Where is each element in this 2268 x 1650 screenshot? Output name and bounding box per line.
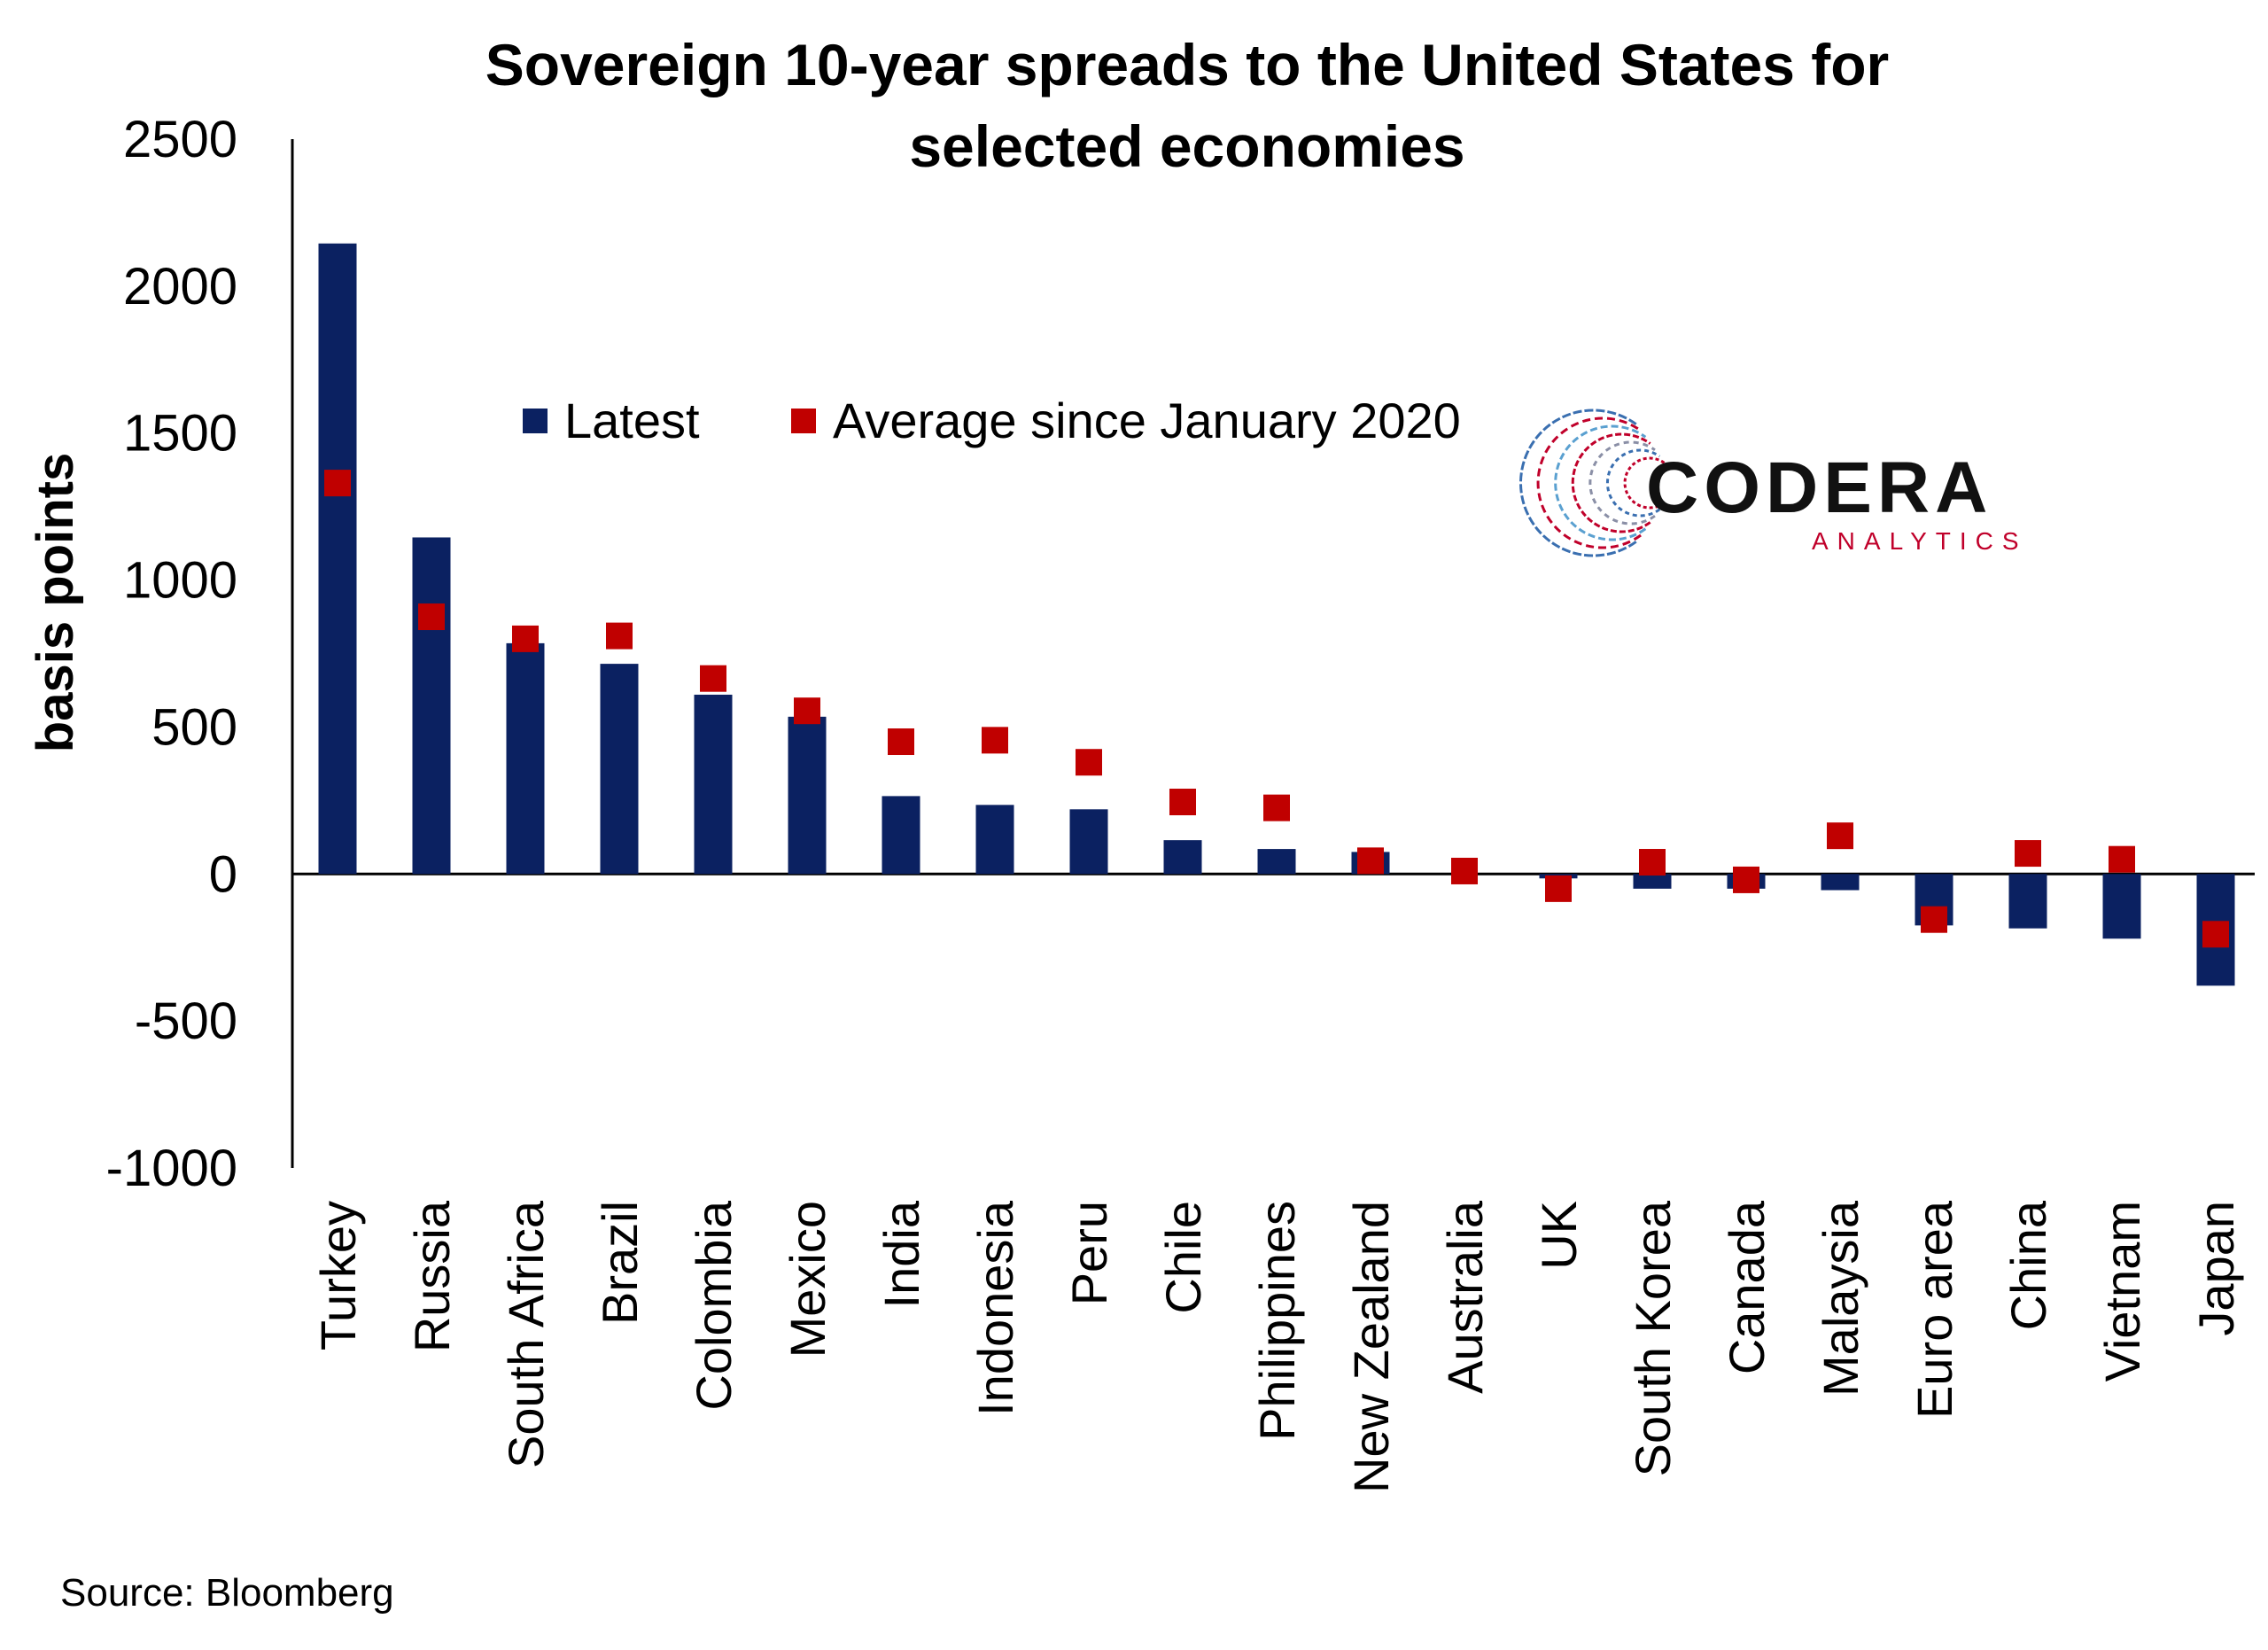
logo-arc-5 [1554,424,1647,541]
marker-peru [1076,749,1102,776]
logo-arc-7 [1518,409,1637,557]
y-axis-label: basis points [27,453,84,752]
logo-wordmark: CODERA [1646,448,1992,528]
bar-turkey [318,243,357,875]
x-tick-label-canada: Canada [1719,1200,1775,1374]
chart-title-line-1: Sovereign 10-year spreads to the United … [485,32,1889,97]
bar-chile [1163,840,1202,875]
x-tick-label-south-korea: South Korea [1625,1200,1681,1476]
y-axis-ticks: 2500 2000 1500 1000 500 0 -500 -1000 [106,111,237,1197]
marker-indonesia [982,727,1008,754]
logo-arc-6 [1536,416,1642,549]
marker-malaysia [1827,822,1853,850]
x-tick-label-chile: Chile [1155,1201,1211,1314]
marker-canada [1733,866,1759,893]
marker-colombia [700,665,726,692]
y-tick-label-1000: 1000 [123,552,237,610]
legend-label-latest: Latest [564,393,700,448]
marker-australia [1451,857,1478,884]
axes [291,139,2255,1168]
y-tick-label-2000: 2000 [123,258,237,315]
x-tick-label-brazil: Brazil [592,1201,648,1325]
logo-arc-1 [1623,456,1666,510]
logo-arc-2 [1606,448,1661,518]
y-tick-label-500: -500 [135,992,237,1050]
x-tick-label-vietnam: Vietnam [2094,1201,2150,1381]
chart-title-line-2: selected economies [909,113,1464,179]
x-tick-label-indonesia: Indonesia [967,1200,1023,1416]
x-tick-label-peru: Peru [1061,1201,1117,1305]
marker-vietnam [2109,845,2135,873]
x-tick-label-india: India [874,1200,929,1308]
bar-brazil [600,664,639,875]
marker-new-zealand [1357,847,1384,875]
y-tick-label-0: 0 [209,845,237,903]
marker-turkey [324,470,351,497]
x-tick-label-colombia: Colombia [686,1200,742,1410]
marker-south-africa [512,625,539,652]
x-tick-label-new-zealand: New Zealand [1343,1201,1399,1493]
x-tick-label-china: China [2000,1200,2056,1330]
bars-series-latest [318,243,2235,986]
bar-philippines [1257,849,1296,875]
chart-title: Sovereign 10-year spreads to the United … [485,32,1889,179]
logo-arc-3 [1588,440,1656,525]
marker-russia [418,603,445,631]
y-tick-label-1500: 1500 [123,405,237,463]
marker-brazil [606,622,633,650]
marker-mexico [794,697,820,725]
marker-euro-area [1921,906,1947,933]
x-tick-label-uk: UK [1531,1201,1587,1270]
logo-subtitle: ANALYTICS [1812,527,2028,555]
bar-malaysia [1821,874,1860,891]
y-tick-label-2500: 2500 [123,111,237,168]
bar-peru [1069,809,1108,875]
legend-swatch-average [791,409,816,433]
x-axis-category-labels: Turkey Russia South Africa Brazil Colombia Me… [310,1200,2244,1493]
marker-japan [2202,921,2229,948]
x-tick-label-mexico: Mexico [780,1201,835,1358]
x-tick-label-russia: Russia [404,1200,460,1352]
marker-china [2015,840,2041,868]
marker-chile [1169,789,1196,816]
bar-vietnam [2102,874,2141,939]
logo-arc-4 [1571,432,1651,533]
bar-india [882,796,920,875]
bar-south-africa [506,642,545,875]
bar-china [2008,874,2047,929]
x-tick-label-turkey: Turkey [310,1201,366,1350]
x-tick-label-malaysia: Malaysia [1813,1200,1868,1397]
y-tick-label-500: 500 [151,698,237,756]
bar-mexico [788,716,827,875]
y-tick-label-1000: -1000 [106,1140,237,1197]
x-tick-label-australia: Australia [1437,1200,1493,1394]
x-tick-label-south-africa: South Africa [498,1200,554,1468]
legend: Latest Average since January 2020 [523,393,1461,448]
marker-uk [1545,875,1572,902]
bar-indonesia [975,805,1014,875]
x-tick-label-philippines: Philippines [1249,1201,1305,1441]
x-tick-label-euro-area: Euro area [1907,1200,1962,1419]
source-note: Source: Bloomberg [60,1571,394,1615]
bar-russia [412,537,451,875]
marker-india [888,728,914,756]
markers-series-average [324,470,2229,948]
legend-label-average: Average since January 2020 [833,393,1461,448]
marker-philippines [1263,794,1290,821]
y-axis-label-group: basis points [27,453,84,752]
legend-swatch-latest [523,409,548,433]
bar-south-korea [1633,874,1672,889]
source-text: Source: Bloomberg [60,1571,394,1615]
x-tick-label-japan: Japan [2188,1201,2244,1336]
marker-south-korea [1639,849,1666,876]
bar-colombia [694,694,733,875]
